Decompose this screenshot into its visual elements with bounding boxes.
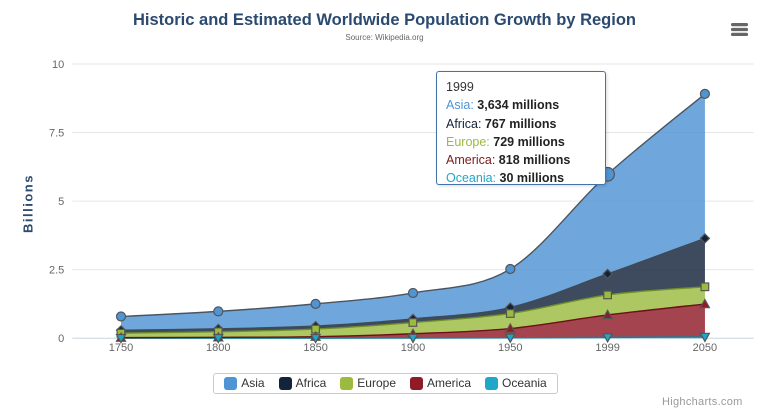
- svg-text:2.5: 2.5: [49, 265, 64, 277]
- svg-text:1850: 1850: [303, 342, 327, 354]
- svg-text:1999: 1999: [595, 342, 619, 354]
- svg-text:1800: 1800: [206, 342, 230, 354]
- svg-text:7.5: 7.5: [49, 128, 64, 140]
- svg-text:2050: 2050: [693, 342, 717, 354]
- svg-text:10: 10: [52, 59, 64, 71]
- svg-text:5: 5: [58, 196, 64, 208]
- svg-text:1750: 1750: [109, 342, 133, 354]
- svg-text:1950: 1950: [498, 342, 522, 354]
- svg-text:0: 0: [58, 333, 64, 345]
- svg-text:1900: 1900: [401, 342, 425, 354]
